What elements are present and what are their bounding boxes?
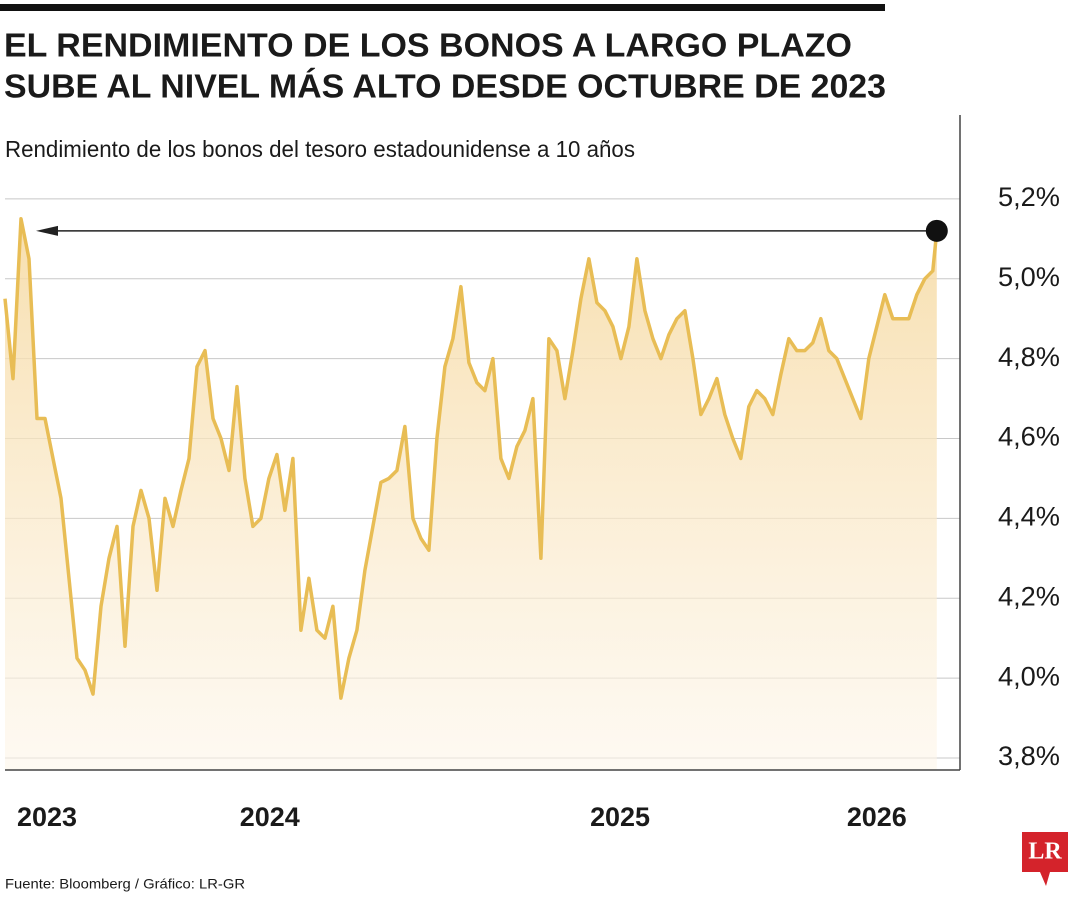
- y-tick-label: 4,2%: [998, 581, 1060, 611]
- arrow-head: [36, 225, 58, 236]
- x-tick-label: 2024: [240, 802, 300, 832]
- chart-title: SUBE AL NIVEL MÁS ALTO DESDE OCTUBRE DE …: [4, 68, 886, 105]
- source: Fuente: Bloomberg / Gráfico: LR-GR: [5, 876, 245, 892]
- logo-badge: [1022, 832, 1068, 886]
- y-tick-label: 5,0%: [998, 262, 1060, 292]
- y-tick-label: 4,8%: [998, 342, 1060, 372]
- chart-subtitle: Rendimiento de los bonos del tesoro esta…: [5, 136, 635, 162]
- logo: LR: [1028, 839, 1062, 865]
- top-bar: [0, 4, 885, 11]
- max-point: [925, 219, 948, 242]
- chart-title: EL RENDIMIENTO DE LOS BONOS A LARGO PLAZ…: [4, 27, 852, 64]
- y-tick-label: 5,2%: [998, 182, 1060, 212]
- x-tick-label: 2026: [847, 802, 907, 832]
- x-tick-label: 2025: [590, 802, 650, 832]
- x-tick-label: 2023: [17, 802, 77, 832]
- area: [5, 218, 937, 771]
- y-tick-label: 3,8%: [998, 741, 1060, 771]
- y-tick-label: 4,6%: [998, 422, 1060, 452]
- y-tick-label: 4,0%: [998, 661, 1060, 691]
- y-tick-label: 4,4%: [998, 502, 1060, 532]
- line: [3, 217, 939, 700]
